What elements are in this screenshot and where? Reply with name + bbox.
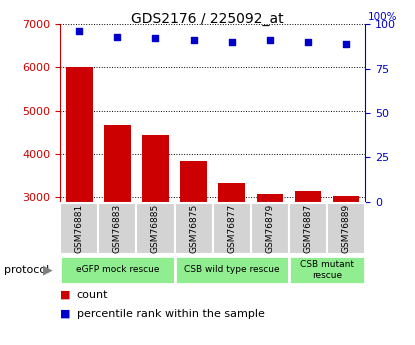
- Bar: [256, 194, 283, 327]
- Text: GSM76883: GSM76883: [113, 204, 122, 253]
- Text: GSM76875: GSM76875: [189, 204, 198, 253]
- Bar: [289, 203, 327, 254]
- Text: 100%: 100%: [368, 12, 398, 22]
- Text: CSB mutant
rescue: CSB mutant rescue: [300, 260, 354, 280]
- Point: [190, 37, 197, 43]
- Text: GDS2176 / 225092_at: GDS2176 / 225092_at: [131, 12, 284, 26]
- Bar: [175, 203, 213, 254]
- Bar: [60, 203, 98, 254]
- Text: GSM76889: GSM76889: [342, 204, 351, 253]
- Bar: [98, 203, 137, 254]
- Bar: [180, 161, 207, 327]
- Text: count: count: [77, 290, 108, 300]
- Point: [228, 39, 235, 45]
- Text: CSB wild type rescue: CSB wild type rescue: [184, 265, 280, 275]
- Bar: [142, 135, 169, 327]
- Bar: [218, 183, 245, 327]
- Text: percentile rank within the sample: percentile rank within the sample: [77, 309, 265, 319]
- Text: ■: ■: [60, 309, 71, 319]
- Point: [266, 37, 273, 43]
- Text: GSM76885: GSM76885: [151, 204, 160, 253]
- Point: [76, 29, 83, 34]
- Text: eGFP mock rescue: eGFP mock rescue: [76, 265, 159, 275]
- Text: ▶: ▶: [43, 264, 53, 276]
- Point: [114, 34, 121, 39]
- Point: [343, 41, 349, 47]
- Bar: [333, 196, 359, 327]
- Text: GSM76879: GSM76879: [265, 204, 274, 253]
- Point: [152, 36, 159, 41]
- Bar: [289, 256, 365, 284]
- Bar: [60, 256, 175, 284]
- Bar: [66, 67, 93, 327]
- Text: GSM76881: GSM76881: [75, 204, 84, 253]
- Bar: [137, 203, 175, 254]
- Text: GSM76877: GSM76877: [227, 204, 236, 253]
- Text: protocol: protocol: [4, 265, 49, 275]
- Bar: [295, 190, 321, 327]
- Bar: [327, 203, 365, 254]
- Bar: [175, 256, 289, 284]
- Bar: [251, 203, 289, 254]
- Bar: [104, 125, 131, 327]
- Bar: [212, 203, 251, 254]
- Point: [305, 39, 311, 45]
- Text: ■: ■: [60, 290, 71, 300]
- Text: GSM76887: GSM76887: [303, 204, 312, 253]
